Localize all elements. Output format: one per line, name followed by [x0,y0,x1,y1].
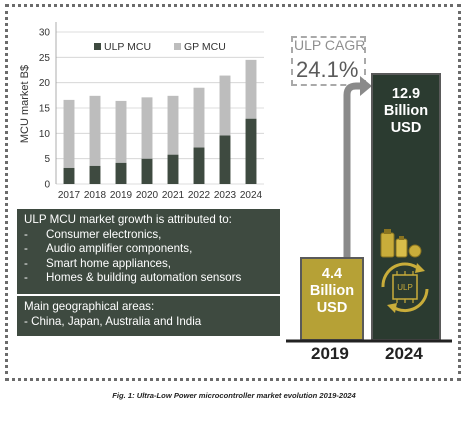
baseline [286,339,452,343]
driver-item: - Smart home appliances, [24,257,273,272]
driver-item-text: Audio amplifier components, [46,242,193,256]
y-tick-label: 10 [39,129,51,140]
legend-swatch [174,43,181,50]
growth-arrow-shaft [343,82,362,257]
y-tick-label: 30 [39,28,51,39]
bars [63,59,257,184]
bar-segment [193,87,205,148]
bar-2019-label: 4.4 Billion USD [300,266,364,317]
bullet-dash: - [24,271,28,285]
growth-arrow-head [360,76,372,96]
bullet-dash: - [24,242,28,256]
geography-panel: Main geographical areas: - China, Japan,… [17,296,280,336]
bar-2019-unit: Billion [309,283,355,299]
figure-frame [5,4,461,381]
year-2019-label: 2019 [311,344,349,363]
bar-2024-value: 12.9 [391,86,421,102]
y-tick-label: 5 [44,154,50,165]
growth-drivers-title: ULP MCU market growth is attributed to: [24,213,232,226]
bar-segment [167,154,179,184]
y-tick-label: 15 [39,104,51,115]
driver-item: - Consumer electronics, [24,228,273,243]
growth-drivers-panel: ULP MCU market growth is attributed to: … [17,209,280,294]
driver-item: - Audio amplifier components, [24,242,273,257]
legend-label: ULP MCU [104,41,151,53]
driver-item-text: Homes & building automation sensors [46,271,242,285]
battery-icon [380,229,422,258]
x-tick-label: 2022 [188,190,211,201]
bar-segment [63,99,75,168]
device-icons: ULP [380,229,429,313]
driver-item: - Homes & building automation sensors [24,271,273,286]
bar-segment [219,75,231,136]
geography-title: Main geographical areas: [24,300,155,313]
bar-segment [141,158,153,184]
chip-label: ULP [397,283,413,292]
x-tick-labels: 2017 2018 2019 2020 2021 2022 2023 2024 [58,190,263,201]
x-tick-label: 2019 [110,190,133,201]
geography-regions: - China, Japan, Australia and India [24,314,202,328]
bar-segment [245,59,257,119]
x-tick-label: 2018 [84,190,107,201]
bullet-dash: - [24,256,28,270]
y-tick-label: 20 [39,78,51,89]
x-tick-label: 2023 [214,190,237,201]
bar-segment [193,147,205,184]
bar-segment [115,100,127,163]
x-tick-label: 2017 [58,190,81,201]
bar-segment [167,95,179,155]
bar-segment [63,167,75,184]
bar-2024-unit: Billion [383,103,429,119]
bar-segment [115,162,127,184]
bullet-dash: - [24,227,28,241]
bar-2019-currency: USD [316,300,348,316]
legend-swatch [94,43,101,50]
year-2024-label: 2024 [385,344,423,363]
x-tick-label: 2020 [136,190,159,201]
driver-item-text: Consumer electronics, [46,227,162,241]
bar-segment [141,97,153,159]
y-tick-labels: 0 5 10 15 20 25 30 [39,28,51,191]
cagr-value: 24.1% [296,57,359,82]
bar-2024-label: 12.9 Billion USD [371,86,441,137]
bar-segment [89,165,101,184]
y-tick-label: 0 [44,180,50,191]
legend-label: GP MCU [184,41,226,53]
figure-caption: Fig. 1: Ultra-Low Power microcontroller … [112,391,356,400]
y-axis-label: MCU market B$ [19,65,31,143]
x-tick-label: 2024 [240,190,263,201]
bar-segment [245,118,257,184]
recycle-arrows-icon [381,262,429,313]
y-tick-label: 25 [39,53,51,64]
chip-icon: ULP [392,271,418,303]
bar-2024-currency: USD [390,120,422,136]
bar-segment [89,95,101,166]
legend: ULP MCU GP MCU [94,41,226,53]
bar-segment [219,135,231,184]
bar-2019-value: 4.4 [321,266,343,282]
driver-item-text: Smart home appliances, [46,256,172,270]
cagr-label: ULP CAGR [294,37,366,53]
cagr-box [291,36,366,86]
x-tick-label: 2021 [162,190,185,201]
